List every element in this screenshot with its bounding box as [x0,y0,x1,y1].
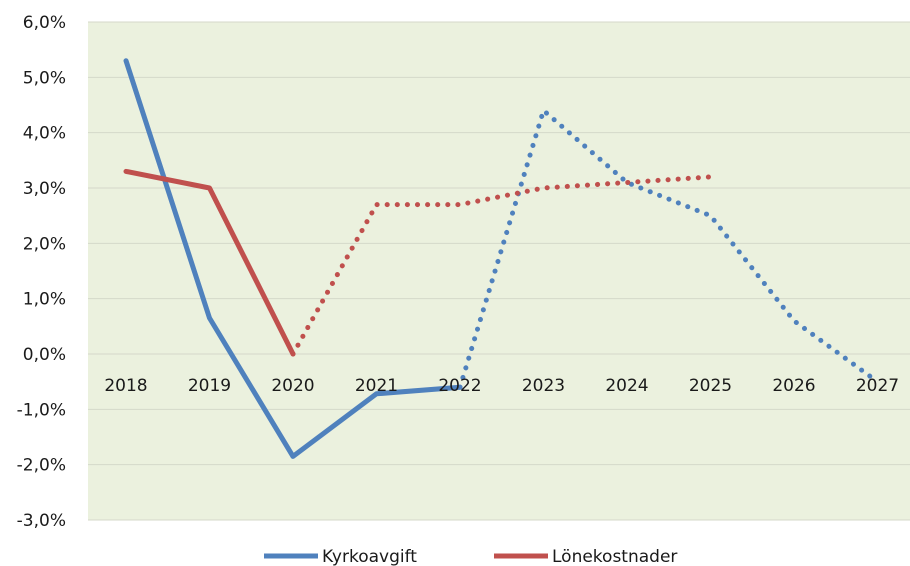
series-line-dotted [290,174,713,357]
x-tick-label: 2019 [188,376,231,396]
x-tick-label: 2027 [856,376,899,396]
series-layer [123,58,880,459]
y-tick-label: 2,0% [23,234,66,254]
y-tick-label: 6,0% [23,13,66,33]
legend-label: Lönekostnader [552,547,677,566]
y-tick-label: -1,0% [17,400,66,420]
x-tick-label: 2025 [689,376,732,396]
y-tick-label: 4,0% [23,124,66,144]
x-tick-label: 2024 [605,376,648,396]
x-axis-ticks: 2018 2019 2020 2021 2022 2023 2024 2025 2026 2027 [104,376,899,396]
y-tick-label: 5,0% [23,68,66,88]
y-axis-ticks: 6,0% 5,0% 4,0% 3,0% 2,0% 1,0% 0,0% -1,0% -2,0% -3… [17,13,66,531]
x-tick-label: 2026 [772,376,815,396]
series-line-dotted [457,106,880,390]
gridlines [88,21,910,521]
x-tick-label: 2022 [438,376,481,396]
y-tick-label: 3,0% [23,179,66,199]
legend: Kyrkoavgift Lönekostnader [264,547,677,566]
plot-area [88,22,910,520]
y-tick-label: -3,0% [17,511,66,531]
x-tick-label: 2018 [104,376,147,396]
y-tick-label: 0,0% [23,345,66,365]
y-tick-label: -2,0% [17,456,66,476]
x-tick-label: 2021 [355,376,398,396]
legend-label: Kyrkoavgift [322,547,417,566]
x-tick-label: 2020 [271,376,314,396]
y-tick-label: 1,0% [23,290,66,310]
x-tick-label: 2023 [522,376,565,396]
